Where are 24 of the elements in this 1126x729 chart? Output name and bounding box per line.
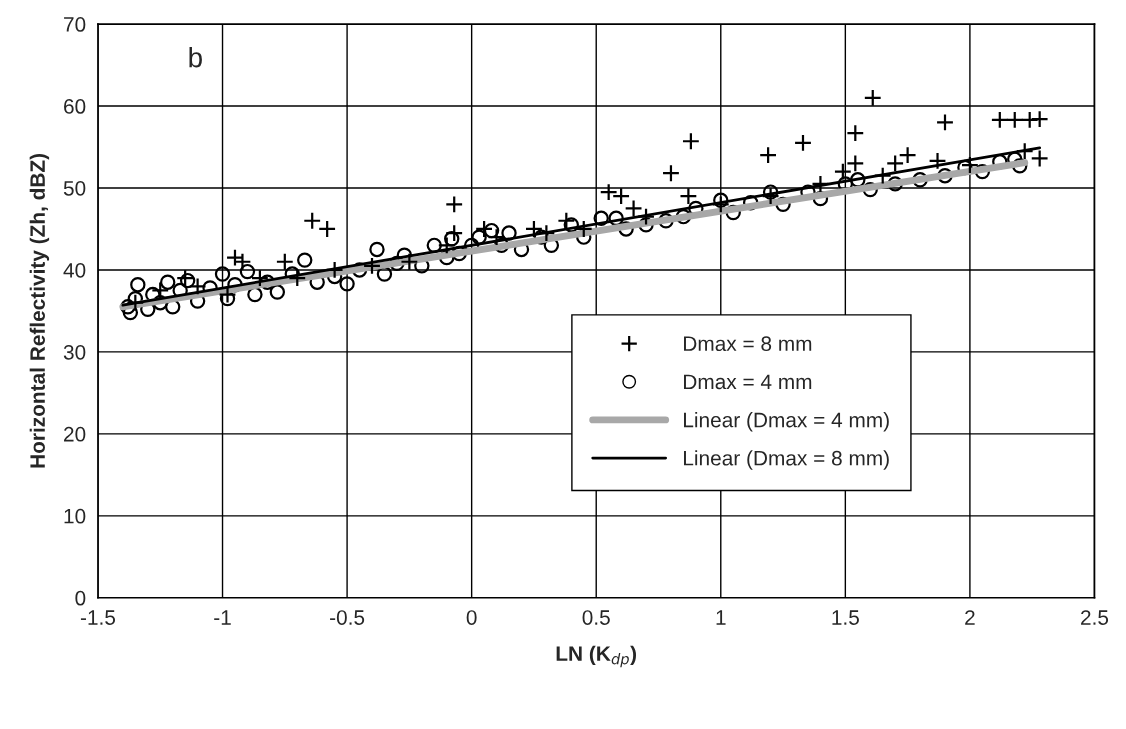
x-tick-label: 2	[965, 610, 975, 625]
x-tick-label: 0	[466, 610, 477, 625]
x-tick-label: 1.5	[832, 610, 859, 625]
y-axis-title: Horizontal Reflectivity (Zh, dBZ)	[29, 153, 50, 468]
x-tick-label: -1	[214, 610, 231, 625]
y-tick-label: 70	[64, 17, 86, 32]
y-tick-label: 30	[63, 344, 86, 360]
x-tick-label: -1.5	[80, 610, 116, 625]
x-tick-label: 0.5	[582, 610, 610, 625]
y-tick-label: 10	[64, 508, 86, 524]
annotation: b	[189, 47, 202, 68]
y-tick-label: 0	[75, 590, 86, 606]
y-tick-label: 20	[64, 426, 86, 442]
legend-label: Linear (Dmax = 4 mm)	[684, 412, 889, 432]
x-tick-label: 1	[716, 610, 726, 625]
y-tick-label: 40	[63, 262, 86, 278]
y-tick-label: 50	[63, 180, 86, 196]
legend-label: Dmax = 8 mm	[684, 336, 812, 352]
x-tick-label: 2.5	[1081, 610, 1109, 625]
legend-label: Linear (Dmax = 8 mm)	[684, 450, 889, 470]
x-axis-title: LN (K$_{dp}$)	[556, 645, 637, 668]
y-tick-label: 60	[64, 99, 86, 114]
legend-label: Dmax = 4 mm	[684, 374, 812, 390]
x-tick-label: -0.5	[330, 610, 365, 625]
